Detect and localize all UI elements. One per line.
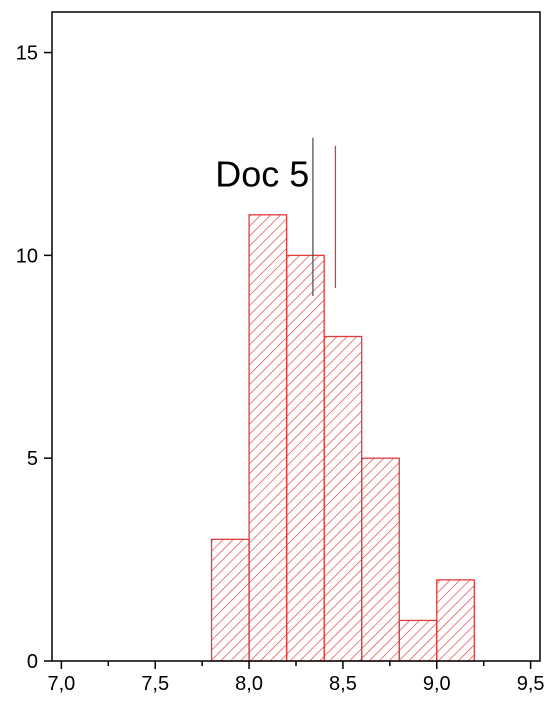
bars-group (210, 214, 475, 662)
x-axis: 7,0 7,5 8,0 8,5 9,0 9,5 (47, 661, 545, 695)
histogram-bar-1 (210, 538, 250, 662)
histogram-bar-5 (361, 457, 400, 662)
histogram-bar-7 (436, 579, 475, 662)
x-tick-label-6: 9,5 (517, 673, 545, 695)
x-tick-label-4: 8,5 (329, 673, 357, 695)
x-tick-label-2: 7,5 (141, 673, 169, 695)
x-tick-label-1: 7,0 (47, 673, 75, 695)
histogram-bar-6 (398, 619, 438, 662)
x-tick-label-5: 9,0 (423, 673, 451, 695)
y-tick-label-1: 0 (27, 651, 38, 673)
y-axis: 0 5 10 15 (16, 43, 52, 673)
y-tick-label-4: 15 (16, 43, 38, 65)
y-tick-label-3: 10 (16, 245, 38, 267)
annotation-text-1: Doc 5 (215, 153, 309, 194)
histogram-bar-2 (248, 214, 288, 662)
markers-group (312, 137, 337, 296)
annotations-group: Doc 5 (215, 153, 309, 194)
y-tick-label-2: 5 (27, 448, 38, 470)
histogram-bar-4 (323, 335, 363, 662)
x-tick-label-3: 8,0 (235, 673, 263, 695)
histogram-bar-3 (285, 254, 325, 662)
